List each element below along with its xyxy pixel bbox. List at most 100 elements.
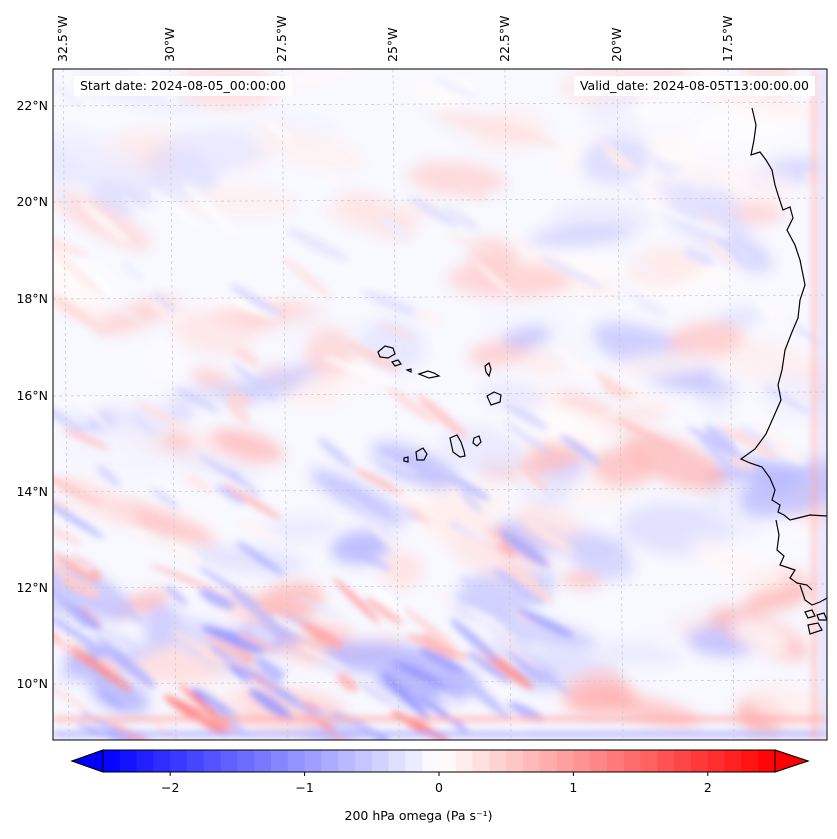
colorbar-band xyxy=(405,750,423,772)
sao-vicente-island xyxy=(391,359,402,367)
omega-blob xyxy=(608,351,718,379)
omega-blob xyxy=(694,188,738,222)
omega-streak xyxy=(638,199,703,227)
omega-streak xyxy=(147,299,193,327)
omega-blob xyxy=(440,426,527,474)
colorbar-band xyxy=(573,750,591,772)
omega-streak xyxy=(225,400,251,424)
omega-blob xyxy=(527,223,633,248)
omega-streak xyxy=(687,426,753,465)
omega-streak xyxy=(493,568,545,604)
omega-streak xyxy=(53,471,104,506)
omega-blob xyxy=(283,69,357,88)
omega-streak xyxy=(617,384,678,414)
omega-streak xyxy=(443,206,479,232)
lon-label: 27.5°W xyxy=(274,16,289,62)
omega-streak xyxy=(367,451,419,475)
omega-streak xyxy=(521,471,549,491)
omega-streak xyxy=(317,437,354,469)
valid-date-label: Valid_date: 2024-08-05T13:00:00.00 xyxy=(573,76,815,96)
omega-streak xyxy=(223,483,282,520)
map-frame xyxy=(52,68,828,741)
omega-streak xyxy=(228,467,261,499)
omega-streak xyxy=(214,484,246,505)
colorbar-tick-label: −1 xyxy=(295,780,313,795)
omega-blob xyxy=(407,161,505,196)
omega-streak xyxy=(230,362,279,402)
omega-streak xyxy=(754,299,795,329)
omega-streak xyxy=(53,596,102,646)
omega-blob xyxy=(146,150,218,199)
omega-streak xyxy=(265,655,314,687)
omega-streak xyxy=(249,624,277,643)
omega-streak xyxy=(754,423,806,465)
lon-label: 22.5°W xyxy=(497,16,512,62)
colorbar-band xyxy=(623,750,642,772)
omega-streak xyxy=(507,238,549,260)
colorbar-band xyxy=(371,750,390,772)
colorbar-tick-label: 1 xyxy=(569,780,577,795)
omega-streak xyxy=(497,629,519,642)
map-gridlines xyxy=(53,69,827,740)
colorbar-band xyxy=(607,750,625,772)
omega-streak xyxy=(763,385,811,415)
omega-streak xyxy=(233,298,281,320)
omega-blob xyxy=(371,442,459,490)
colorbar-bands xyxy=(102,749,776,773)
omega-streak xyxy=(248,688,294,721)
omega-streak xyxy=(358,552,391,571)
omega-blob xyxy=(711,90,826,122)
colorbar-tick-label: 0 xyxy=(435,780,443,795)
omega-streak xyxy=(367,582,405,617)
omega-streak xyxy=(235,541,286,576)
omega-blob xyxy=(738,461,827,518)
omega-streak xyxy=(364,597,404,625)
santo-antao-island xyxy=(377,345,396,359)
omega-streak xyxy=(94,583,118,607)
omega-streak xyxy=(97,626,133,655)
omega-streak xyxy=(263,119,296,146)
colorbar-band xyxy=(674,750,692,772)
omega-blob xyxy=(561,571,603,588)
omega-streak xyxy=(226,391,251,407)
omega-streak xyxy=(501,560,554,604)
omega-blob xyxy=(668,321,744,359)
omega-streak xyxy=(369,523,406,556)
lat-label: 10°N xyxy=(16,676,48,691)
lat-label: 22°N xyxy=(16,98,48,113)
omega-edge-band xyxy=(53,716,827,722)
omega-streak xyxy=(53,552,100,585)
omega-blob xyxy=(171,310,254,357)
omega-streak xyxy=(132,415,157,437)
omega-streak xyxy=(121,438,151,467)
omega-streak xyxy=(589,130,649,180)
omega-streak xyxy=(70,645,133,692)
omega-streak xyxy=(593,370,636,400)
sao-nicolau-island xyxy=(417,370,441,379)
colorbar-band xyxy=(304,750,322,772)
omega-streak xyxy=(471,257,516,299)
omega-streak xyxy=(286,228,349,262)
omega-streak xyxy=(733,243,758,267)
boa-vista-island xyxy=(486,391,502,406)
lat-label: 20°N xyxy=(16,194,48,209)
bissagos-islands xyxy=(804,609,827,635)
colorbar: −2 −1 0 1 2 xyxy=(70,749,810,795)
colorbar-band xyxy=(119,750,138,772)
lon-label: 32.5°W xyxy=(55,16,70,62)
colorbar-band xyxy=(640,750,658,772)
colorbar-band xyxy=(254,750,272,772)
omega-streak xyxy=(333,577,381,624)
omega-streak xyxy=(197,566,263,608)
lon-label: 25°W xyxy=(385,27,400,62)
colorbar-band xyxy=(338,750,356,772)
colorbar-band xyxy=(220,750,238,772)
colorbar-band xyxy=(355,750,373,772)
omega-streak xyxy=(152,291,176,315)
colorbar-band xyxy=(489,750,507,772)
omega-blob xyxy=(567,530,633,580)
omega-streak xyxy=(459,575,501,605)
omega-streak xyxy=(62,428,111,450)
omega-blob xyxy=(257,310,333,341)
